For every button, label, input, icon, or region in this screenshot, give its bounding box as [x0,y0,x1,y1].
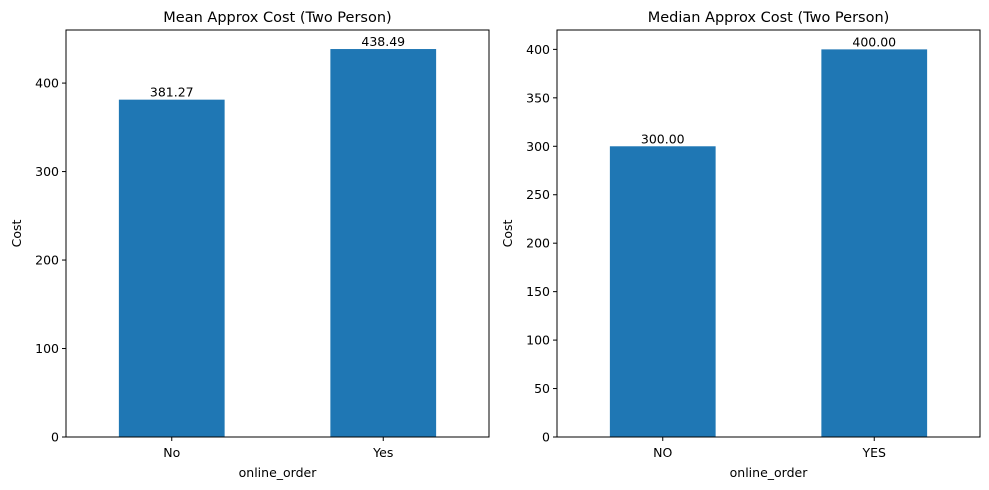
bar-value-label: 400.00 [852,34,896,49]
y-tick-label: 100 [526,333,550,348]
y-tick-label: 150 [526,284,550,299]
y-axis-label: Cost [500,220,515,248]
y-tick-label: 350 [526,90,550,105]
bar-yes [821,49,928,437]
bar-value-label: 300.00 [641,131,685,146]
bar-value-label: 381.27 [150,85,194,100]
y-tick-label: 250 [526,187,550,202]
median-cost-chart: 300.00 400.00 0 50 100 150 200 250 300 350 400 NO YE… [500,10,981,480]
y-tick-label: 0 [51,430,59,445]
chart-title: Median Approx Cost (Two Person) [648,10,890,26]
x-axis-label: online_order [730,465,809,480]
y-tick-label: 200 [35,253,59,268]
x-tick-label: Yes [372,445,393,460]
bar-yes [330,49,437,437]
x-tick-label: No [163,445,180,460]
mean-cost-chart: 381.27 438.49 0 100 200 300 400 No Yes online_ord… [9,10,490,480]
x-axis-label: online_order [239,465,318,480]
y-tick-label: 400 [35,76,59,91]
y-axis-label: Cost [9,220,24,248]
y-tick-label: 300 [526,139,550,154]
bar-no [118,99,225,437]
x-tick-label: NO [653,445,672,460]
bar-no [609,146,716,438]
y-tick-label: 50 [534,381,550,396]
x-tick-label: YES [862,445,887,460]
y-tick-label: 100 [35,341,59,356]
bar-value-label: 438.49 [361,34,405,49]
chart-title: Mean Approx Cost (Two Person) [163,10,391,26]
y-tick-label: 400 [526,42,550,57]
axes-frame [65,29,490,438]
axes-frame [556,29,981,438]
y-tick-label: 300 [35,164,59,179]
y-tick-label: 0 [542,430,550,445]
y-tick-label: 200 [526,236,550,251]
